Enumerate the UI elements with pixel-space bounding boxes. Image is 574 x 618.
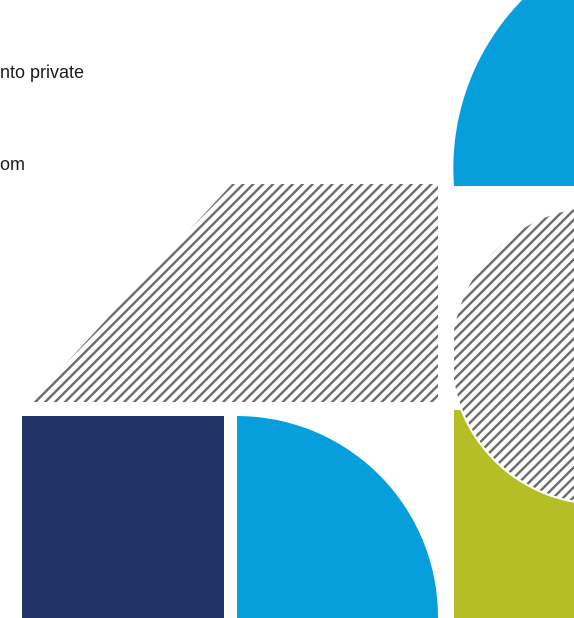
hatched-circle [454, 209, 574, 501]
blue-quarter-circle-top [453, 0, 574, 186]
hatched-shape [30, 184, 438, 402]
navy-square [22, 416, 224, 618]
blue-quarter-circle-bottom [237, 416, 439, 618]
body-text-line: nto private [0, 62, 85, 82]
body-text-line: om [0, 154, 26, 174]
